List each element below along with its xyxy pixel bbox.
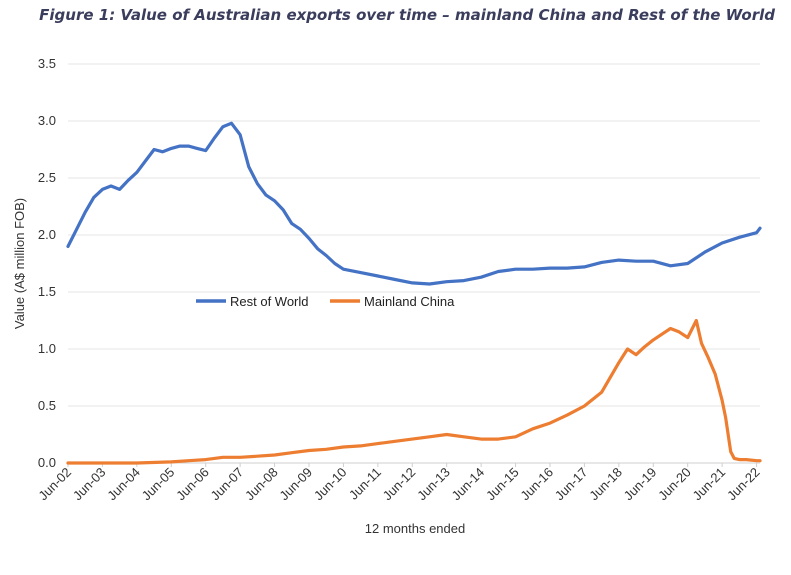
- x-tick-label: Jun-20: [655, 465, 694, 504]
- y-axis-label: Value (A$ million FOB): [12, 198, 27, 329]
- x-tick-label: Jun-13: [414, 465, 453, 504]
- x-tick-label: Jun-15: [483, 465, 522, 504]
- y-tick-label: 1.0: [38, 341, 56, 356]
- series-lines: [66, 121, 762, 465]
- x-tick-label: Jun-08: [242, 465, 281, 504]
- x-tick-label: Jun-12: [380, 465, 419, 504]
- y-tick-label: 0.5: [38, 398, 56, 413]
- series-line-rest-of-world: [66, 121, 762, 286]
- y-tick-label: 3.5: [38, 56, 56, 71]
- gridlines: [68, 63, 760, 407]
- chart-title: Figure 1: Value of Australian exports ov…: [39, 6, 775, 24]
- x-tick-label: Jun-07: [208, 465, 247, 504]
- x-tick-label: Jun-06: [173, 465, 212, 504]
- x-tick-label: Jun-10: [311, 465, 350, 504]
- y-tick-label: 2.0: [38, 227, 56, 242]
- y-axis-ticks: 0.0 0.5 1.0 1.5 2.0 2.5 3.0 3.5: [38, 56, 56, 470]
- x-tick-label: Jun-17: [552, 465, 591, 504]
- x-tick-label: Jun-05: [139, 465, 178, 504]
- x-tick-label: Jun-11: [346, 465, 384, 503]
- x-tick-label: Jun-22: [724, 465, 763, 504]
- y-tick-label: 0.0: [38, 455, 56, 470]
- y-tick-label: 3.0: [38, 113, 56, 128]
- y-tick-label: 1.5: [38, 284, 56, 299]
- x-tick-label: Jun-21: [690, 465, 729, 504]
- y-tick-label: 2.5: [38, 170, 56, 185]
- x-tick-label: Jun-02: [35, 465, 74, 504]
- x-axis-label: 12 months ended: [365, 521, 465, 536]
- series-line-mainland-china: [66, 318, 762, 465]
- x-tick-label: Jun-19: [621, 465, 660, 504]
- x-tick-label: Jun-04: [104, 465, 143, 504]
- legend: Rest of World Mainland China: [196, 294, 455, 309]
- x-tick-label: Jun-14: [449, 465, 488, 504]
- x-tick-label: Jun-09: [276, 465, 315, 504]
- x-tick-label: Jun-18: [586, 465, 625, 504]
- x-tick-label: Jun-16: [517, 465, 556, 504]
- x-tick-label: Jun-03: [70, 465, 109, 504]
- legend-label: Mainland China: [364, 294, 455, 309]
- x-axis-ticks: Jun-02Jun-03Jun-04Jun-05Jun-06Jun-07Jun-…: [35, 463, 763, 504]
- legend-label: Rest of World: [230, 294, 309, 309]
